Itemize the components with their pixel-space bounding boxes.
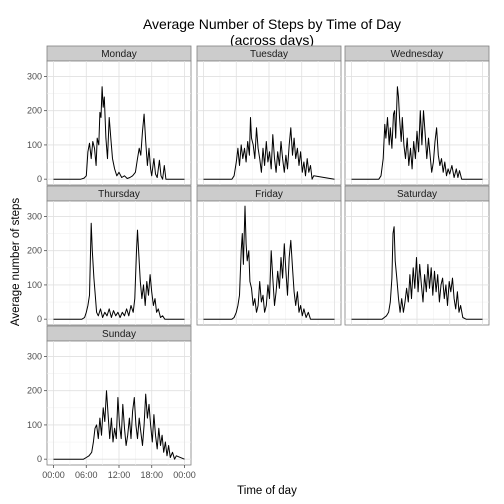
x-tick-label: 00:00 — [42, 470, 65, 480]
y-tick-label: 100 — [27, 420, 42, 430]
facet-strip-label: Saturday — [397, 189, 437, 200]
chart-title: Average Number of Steps by Time of Day — [143, 16, 401, 32]
facet-strip-label: Wednesday — [391, 49, 444, 60]
facet-panel-saturday: Saturday — [344, 185, 490, 326]
facet-strip-label: Friday — [255, 189, 283, 200]
series-line-wednesday — [351, 86, 483, 180]
y-tick-label: 200 — [27, 106, 42, 116]
y-tick-label: 0 — [37, 174, 42, 184]
facet-panel-monday: Monday 0 100 200 300 — [27, 45, 192, 186]
facet-strip-label: Monday — [101, 49, 137, 60]
chart-subtitle: (across days) — [230, 32, 314, 48]
y-tick-label: 300 — [27, 351, 42, 361]
series-line-friday — [203, 205, 335, 320]
x-tick-label: 00:00 — [173, 470, 196, 480]
x-tick-label: 06:00 — [75, 470, 98, 480]
x-axis-title: Time of day — [237, 485, 297, 497]
y-tick-label: 300 — [27, 71, 42, 81]
facet-panel-sunday: Sunday 0 100 200 300 00:00 06:00 12:00 18:00 00:0… — [27, 325, 196, 480]
y-tick-label: 200 — [27, 246, 42, 256]
y-tick-label: 0 — [37, 314, 42, 324]
facet-strip-label: Tuesday — [250, 49, 288, 60]
y-tick-label: 200 — [27, 386, 42, 396]
facet-strip-label: Sunday — [102, 329, 136, 340]
y-tick-label: 100 — [27, 140, 42, 150]
y-tick-label: 100 — [27, 280, 42, 290]
series-line-monday — [53, 86, 185, 180]
facet-panels: Monday 0 100 200 300 Tuesday Wednesday Thursday… — [27, 45, 490, 480]
series-line-saturday — [351, 226, 483, 320]
series-line-sunday — [53, 390, 185, 460]
facet-panel-wednesday: Wednesday — [344, 45, 490, 186]
y-tick-label: 0 — [37, 454, 42, 464]
facet-panel-thursday: Thursday 0 100 200 300 — [27, 185, 192, 326]
x-tick-label: 12:00 — [108, 470, 131, 480]
series-line-thursday — [53, 222, 185, 320]
facet-strip-label: Thursday — [98, 189, 140, 200]
facet-panel-tuesday: Tuesday — [196, 45, 342, 186]
series-line-tuesday — [203, 117, 335, 180]
x-tick-label: 18:00 — [140, 470, 163, 480]
y-tick-label: 300 — [27, 211, 42, 221]
y-axis-title: Average number of steps — [10, 198, 22, 327]
facet-panel-friday: Friday — [196, 185, 342, 326]
